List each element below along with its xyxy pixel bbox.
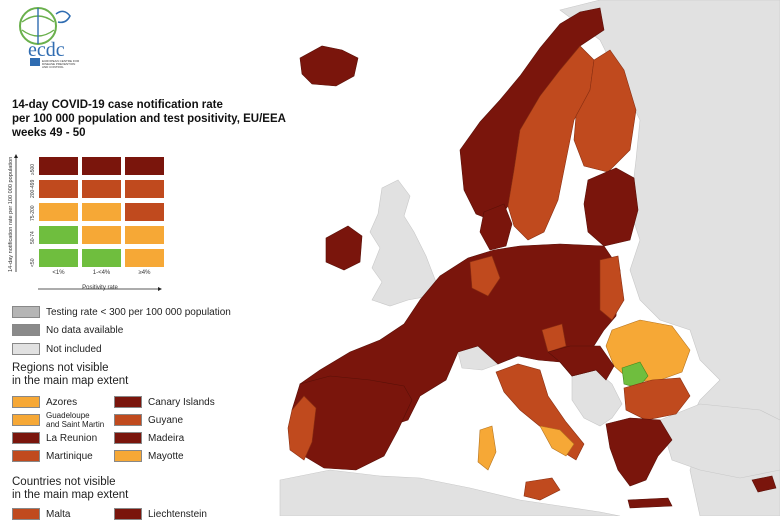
- matrix-y-axis: 14-day notification rate per 100 000 pop…: [4, 152, 20, 276]
- region-label: Madeira: [148, 433, 185, 444]
- region-label: Azores: [46, 397, 78, 408]
- country-swatch: [12, 508, 40, 520]
- matrix-cell: [81, 225, 122, 245]
- matrix-cell: [124, 202, 165, 222]
- romania-region: [621, 361, 649, 389]
- svg-text:DISEASE PREVENTION: DISEASE PREVENTION: [42, 62, 75, 66]
- matrix-cell: [81, 202, 122, 222]
- region-label: Mayotte: [148, 451, 184, 462]
- country-label: Liechtenstein: [148, 509, 207, 520]
- sicily: [523, 477, 561, 501]
- region-swatch: [12, 396, 40, 408]
- matrix-y-tick: ≥500: [30, 163, 36, 175]
- cyprus: [751, 475, 777, 493]
- matrix-x-title: Positivity rate: [82, 285, 118, 291]
- bulgaria: [623, 377, 691, 421]
- iceland: [299, 45, 359, 87]
- legend-label-testing-rate: Testing rate < 300 per 100 000 populatio…: [46, 307, 231, 318]
- matrix-y-title: 14-day notification rate per 100 000 pop…: [8, 157, 14, 272]
- region-swatch: [114, 414, 142, 426]
- positivity-matrix: [38, 156, 165, 268]
- crete: [627, 497, 673, 509]
- matrix-y-tick: <50: [30, 258, 36, 267]
- baltic-states: [583, 167, 639, 247]
- legend-swatch-no-data: [12, 324, 40, 336]
- matrix-cell: [81, 248, 122, 268]
- matrix-cell: [81, 156, 122, 176]
- region-swatch: [114, 432, 142, 444]
- ecdc-logo-text: ecdc: [28, 39, 65, 61]
- region-swatch: [114, 396, 142, 408]
- region-swatch: [12, 450, 40, 462]
- ecdc-logo-caption: EUROPEAN CENTRE FOR: [42, 59, 80, 63]
- matrix-cell: [38, 225, 79, 245]
- matrix-cell: [38, 156, 79, 176]
- region-label: Guyane: [148, 415, 184, 426]
- uk-island: [369, 179, 437, 307]
- denmark: [479, 203, 513, 251]
- region-label: Canary Islands: [148, 397, 215, 408]
- title-line-3: weeks 49 - 50: [12, 127, 86, 139]
- north-africa: [279, 469, 621, 516]
- greece: [605, 417, 673, 487]
- sweden: [507, 45, 595, 241]
- balkans-non-eu: [571, 369, 623, 427]
- matrix-x-tick: ≥4%: [138, 270, 151, 276]
- region-label: Guadeloupe and Saint Martin: [46, 411, 105, 429]
- legend-label-not-included: Not included: [46, 344, 102, 355]
- matrix-cell: [38, 248, 79, 268]
- legend-label-no-data: No data available: [46, 325, 124, 336]
- poland-east: [599, 255, 625, 321]
- portugal: [287, 395, 317, 461]
- matrix-x-tick: 1-<4%: [92, 270, 111, 276]
- matrix-y-tick: 50-74: [30, 231, 36, 244]
- matrix-cell: [38, 179, 79, 199]
- region-label: Martinique: [46, 451, 93, 462]
- region-swatch: [12, 414, 40, 426]
- legend-swatch-not-included: [12, 343, 40, 355]
- legend-swatch-testing-rate: [12, 306, 40, 318]
- matrix-y-tick: 75-200: [30, 205, 36, 221]
- matrix-cell: [124, 179, 165, 199]
- region-label: La Reunion: [46, 433, 98, 444]
- svg-text:AND CONTROL: AND CONTROL: [42, 65, 64, 69]
- finland: [573, 49, 637, 173]
- matrix-x-tick: <1%: [52, 270, 65, 276]
- slovakia: [541, 323, 567, 353]
- country-label: Malta: [46, 509, 71, 520]
- turkey: [659, 403, 780, 479]
- region-swatch: [114, 450, 142, 462]
- map-title: 14-day COVID-19 case notification rate p…: [12, 98, 312, 140]
- countries-heading: Countries not visible in the main map ex…: [12, 476, 129, 501]
- ecdc-globe-icon: ecdc EUROPEAN CENTRE FOR DISEASE PREVENT…: [19, 7, 80, 69]
- netherlands: [469, 255, 501, 297]
- title-line-2: per 100 000 population and test positivi…: [12, 113, 286, 125]
- matrix-cell: [38, 202, 79, 222]
- matrix-y-tick: 200-499: [30, 179, 36, 198]
- ecdc-logo: ecdc EUROPEAN CENTRE FOR DISEASE PREVENT…: [12, 4, 92, 70]
- title-line-1: 14-day COVID-19 case notification rate: [12, 99, 223, 111]
- matrix-cell: [124, 225, 165, 245]
- region-swatch: [12, 432, 40, 444]
- matrix-cell: [124, 248, 165, 268]
- romania: [605, 319, 691, 383]
- matrix-cell: [124, 156, 165, 176]
- russia-east: [559, 0, 780, 516]
- regions-heading: Regions not visible in the main map exte…: [12, 362, 129, 387]
- sardinia: [477, 425, 497, 471]
- country-swatch: [114, 508, 142, 520]
- hungary-croatia: [547, 345, 615, 381]
- matrix-cell: [81, 179, 122, 199]
- italy-south: [539, 425, 575, 457]
- ireland: [325, 225, 363, 271]
- matrix-x-axis: [38, 279, 164, 291]
